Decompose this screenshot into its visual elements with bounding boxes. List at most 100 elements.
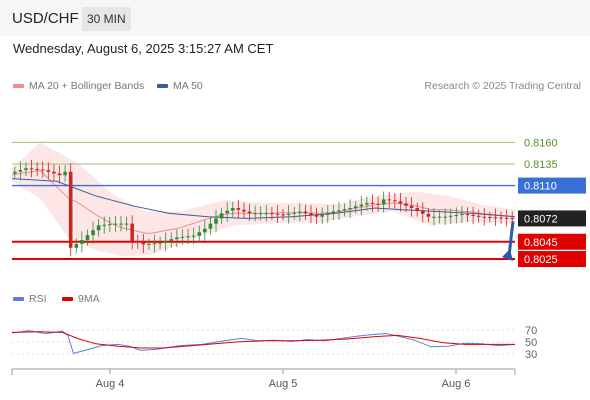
candle-body: [130, 223, 134, 241]
candle-body: [180, 236, 185, 238]
candle-body: [147, 243, 151, 245]
candle-body: [57, 173, 62, 176]
candle-body: [152, 243, 157, 245]
candle-body: [370, 202, 375, 204]
candle-body: [488, 216, 492, 218]
candle-body: [80, 240, 84, 244]
candle-body: [381, 199, 386, 205]
candle-body: [68, 171, 73, 248]
candle-body: [85, 235, 90, 241]
forecast-arrow-head: [502, 249, 513, 262]
candle-body: [46, 170, 51, 172]
candle-body: [275, 213, 280, 215]
legend-rsi-ma: 9MA: [62, 293, 100, 305]
candle-body: [353, 206, 358, 209]
candle-body: [314, 214, 319, 217]
level-label-pivot: 0.8110: [524, 181, 557, 193]
candle-body: [163, 240, 168, 243]
candle-body: [225, 210, 229, 214]
rsi-tick-label: 70: [525, 325, 537, 337]
candle-body: [325, 213, 330, 215]
legend-rsi-ma-label: 9MA: [78, 293, 100, 305]
level-label-support: 0.8025: [524, 254, 558, 266]
rsi-ma-line: [11, 331, 515, 349]
ma20-line: [11, 169, 516, 234]
candle-body: [443, 216, 447, 218]
candle-body: [482, 216, 487, 218]
legend-bollinger-label: MA 20 + Bollinger Bands: [29, 80, 145, 92]
level-label-box-pivot: [518, 177, 586, 194]
candle-body: [504, 217, 509, 219]
candle-body: [264, 213, 269, 215]
rsi-tick-label: 50: [525, 337, 537, 349]
symbol-title: USD/CHF: [12, 10, 79, 27]
candle-body: [398, 201, 403, 204]
candle-body: [476, 215, 481, 217]
candle-body: [270, 213, 274, 215]
candle-body: [342, 209, 347, 211]
candle-body: [102, 224, 107, 226]
legend-rsi-label: RSI: [29, 293, 47, 305]
timeframe-badge[interactable]: 30 MIN: [82, 7, 131, 31]
ma50-swatch: [157, 84, 168, 89]
level-label-support: 0.8045: [524, 237, 558, 249]
candle-body: [432, 216, 436, 218]
candle-body: [141, 242, 146, 245]
candle-body: [359, 204, 364, 207]
candle-body: [376, 203, 380, 205]
x-tick-label: Aug 5: [269, 378, 298, 390]
level-label-resistance: 0.8135: [524, 159, 558, 171]
candle-body: [510, 218, 515, 220]
candle-body: [460, 214, 464, 216]
legend-ma50: MA 50: [157, 80, 203, 92]
candle-body: [242, 209, 246, 212]
candle-body: [437, 216, 442, 218]
candle-body: [108, 224, 112, 226]
candle-body: [331, 211, 336, 214]
candle-body: [13, 171, 17, 174]
candle-body: [281, 214, 285, 216]
candle-body: [175, 237, 179, 240]
candle-body: [52, 171, 56, 174]
candle-body: [119, 223, 123, 225]
candle-body: [230, 208, 235, 211]
bollinger-band: [12, 142, 515, 257]
rsi-tick-label: 30: [525, 349, 537, 361]
candle-body: [253, 213, 257, 215]
level-label-box-support: [518, 251, 586, 268]
candle-body: [365, 202, 369, 205]
chart-datetime: Wednesday, August 6, 2025 3:15:27 AM CET: [13, 41, 274, 56]
candle-body: [197, 232, 202, 236]
candle-body: [186, 236, 190, 238]
candle-body: [214, 218, 218, 224]
candle-body: [454, 214, 459, 216]
candle-body: [74, 243, 79, 248]
rsi-ma-swatch: [62, 297, 73, 302]
level-label-box-current: [518, 210, 586, 227]
candle-body: [348, 208, 352, 210]
candle-body: [35, 168, 39, 170]
candle-body: [247, 211, 252, 214]
legend-rsi: RSI: [13, 293, 47, 305]
candle-body: [203, 228, 207, 233]
candle-body: [24, 168, 28, 171]
candle-body: [18, 170, 23, 172]
candle-body: [91, 230, 95, 236]
ma50-line: [11, 178, 516, 219]
candle-body: [465, 214, 470, 216]
candle-body: [499, 217, 503, 219]
candle-body: [208, 223, 213, 229]
x-tick-label: Aug 4: [96, 378, 125, 390]
level-label-box-support: [518, 233, 586, 250]
bollinger-swatch: [13, 84, 24, 89]
copyright: Research © 2025 Trading Central: [424, 80, 581, 92]
x-tick-label: Aug 6: [442, 378, 471, 390]
candle-body: [298, 211, 302, 213]
candle-body: [420, 210, 425, 214]
legend-ma50-label: MA 50: [173, 80, 203, 92]
candle-body: [169, 239, 174, 241]
candle-body: [219, 213, 224, 219]
candle-body: [426, 213, 431, 217]
level-label-resistance: 0.8160: [524, 137, 558, 149]
